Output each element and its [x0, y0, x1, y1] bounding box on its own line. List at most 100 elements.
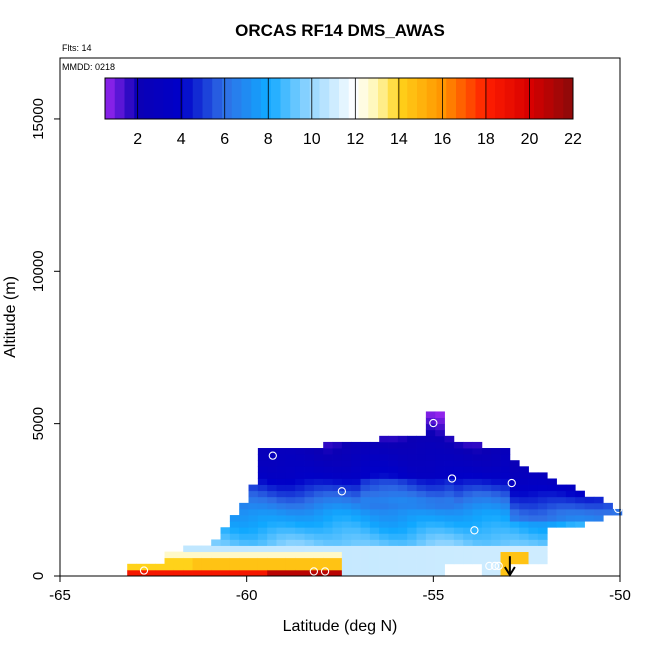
heatmap-cell-223 — [313, 478, 324, 485]
heatmap-cell-636 — [491, 545, 501, 553]
heatmap-cell-328 — [360, 502, 371, 510]
heatmap-cell-424 — [397, 466, 408, 473]
heatmap-cell-287 — [341, 484, 352, 492]
colorbar-segment-31 — [407, 78, 418, 119]
heatmap-cell-261 — [332, 508, 343, 516]
heatmap-cell-351 — [369, 496, 380, 504]
heatmap-cell-570 — [453, 441, 464, 449]
heatmap-cell-65 — [239, 508, 249, 516]
heatmap-cell-116 — [267, 490, 277, 498]
heatmap-cell-292 — [341, 454, 352, 461]
heatmap-cell-277 — [341, 545, 352, 553]
heatmap-cell-727 — [537, 527, 548, 534]
heatmap-cell-165 — [285, 448, 296, 455]
heatmap-cell-472 — [416, 454, 427, 461]
x-axis: -65 -60 -55 -50 — [49, 576, 631, 604]
heatmap-cell-374 — [379, 490, 389, 498]
heatmap-cell-159 — [285, 484, 296, 492]
heatmap-cell-196 — [304, 515, 315, 522]
heatmap-cell-356 — [369, 466, 380, 473]
heatmap-cell-258 — [332, 527, 343, 534]
heatmap-cell-600 — [472, 502, 483, 510]
heatmap-cell-216 — [313, 521, 324, 528]
heatmap-cell-289 — [341, 472, 352, 479]
heatmap-cell-546 — [444, 460, 455, 467]
heatmap-cell-574 — [463, 539, 473, 546]
heatmap-cell-689 — [509, 466, 520, 473]
colorbar-segment-24 — [339, 78, 350, 119]
heatmap-cell-649 — [491, 466, 501, 473]
heatmap-cell-559 — [453, 508, 464, 516]
heatmap-cell-526 — [435, 429, 445, 437]
heatmap-cell-173 — [295, 527, 305, 534]
heatmap-cell-482 — [425, 533, 436, 540]
heatmap-cell-445 — [407, 478, 417, 485]
heatmap-cell-549 — [444, 441, 455, 449]
heatmap-cell-62 — [239, 527, 249, 534]
heatmap-cell-484 — [425, 521, 436, 528]
heatmap-cell-552 — [453, 551, 464, 559]
heatmap-cell-321 — [360, 545, 371, 553]
heatmap-cell-95 — [257, 490, 268, 498]
heatmap-cell-34 — [211, 551, 221, 559]
heatmap-cell-242 — [323, 490, 333, 498]
heatmap-cell-431 — [407, 563, 417, 571]
heatmap-cell-540 — [444, 496, 455, 504]
heatmap-cell-680 — [509, 521, 520, 528]
heatmap-cell-531 — [444, 551, 455, 559]
x-tick-label-2: -55 — [422, 587, 444, 604]
heatmap-cell-305 — [351, 508, 361, 516]
heatmap-cell-588 — [463, 454, 473, 461]
heatmap-cell-672 — [500, 454, 511, 461]
heatmap-cell-681 — [509, 515, 520, 522]
heatmap-cell-720 — [528, 478, 539, 485]
heatmap-cell-651 — [491, 454, 501, 461]
heatmap-cell-774 — [603, 502, 613, 510]
heatmap-cell-415 — [397, 521, 408, 528]
heatmap-cell-467 — [416, 484, 427, 492]
heatmap-cell-401 — [388, 466, 399, 473]
heatmap-cell-375 — [379, 484, 389, 492]
sample-point-12 — [613, 504, 623, 514]
heatmap-cell-156 — [285, 502, 296, 510]
heatmap-cell-124 — [276, 569, 287, 577]
heatmap-cell-676 — [509, 545, 520, 553]
heatmap-cell-373 — [379, 496, 389, 504]
sample-point-4 — [490, 561, 500, 571]
heatmap-cell-259 — [332, 521, 343, 528]
heatmap-cell-76 — [248, 515, 259, 522]
heatmap-cell-101 — [257, 454, 268, 461]
heatmap-cell-206 — [304, 454, 315, 461]
heatmap-cell-117 — [267, 484, 277, 492]
heatmap-cell-357 — [369, 460, 380, 467]
heatmap-cell-576 — [463, 527, 473, 534]
heatmap-cell-518 — [435, 478, 445, 485]
heatmap-cell-379 — [379, 460, 389, 467]
heatmap-cell-47 — [229, 557, 240, 565]
heatmap-cell-468 — [416, 478, 427, 485]
heatmap-cell-332 — [360, 478, 371, 485]
heatmap-cell-555 — [453, 533, 464, 540]
heatmap-cell-99 — [257, 466, 268, 473]
heatmap-cell-329 — [360, 496, 371, 504]
heatmap-cell-19 — [183, 551, 193, 559]
heatmap-cell-349 — [369, 508, 380, 516]
heatmap-cell-148 — [285, 551, 296, 559]
heatmap-cell-507 — [435, 545, 445, 553]
heatmap-cell-710 — [528, 539, 539, 546]
heatmap-cell-322 — [360, 539, 371, 546]
heatmap-cell-200 — [304, 490, 315, 498]
heatmap-cell-278 — [341, 539, 352, 546]
heatmap-cell-605 — [472, 472, 483, 479]
heatmap-cell-366 — [379, 539, 389, 546]
heatmap-cell-281 — [341, 521, 352, 528]
heatmap-cell-111 — [267, 521, 277, 528]
sample-point-5 — [494, 561, 503, 571]
heatmap-cell-339 — [369, 569, 380, 577]
heatmap-cell-737 — [547, 521, 557, 528]
heatmap-cell-367 — [379, 533, 389, 540]
heatmap-cell-221 — [313, 490, 324, 498]
heatmap-cell-150 — [285, 539, 296, 546]
heatmap-cell-98 — [257, 472, 268, 479]
heatmap-cell-241 — [323, 496, 333, 504]
